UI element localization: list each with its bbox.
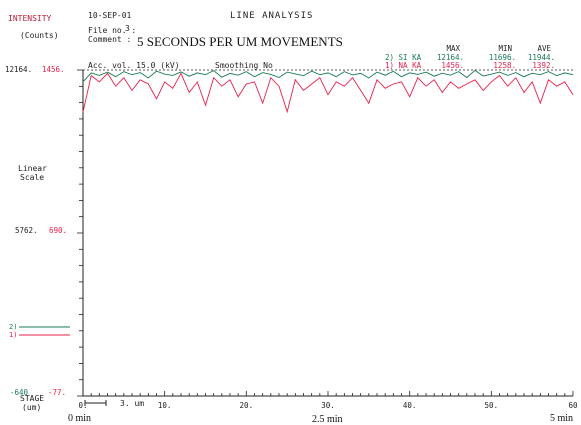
comment-text: 5 SECONDS PER UM MOVEMENTS xyxy=(137,34,343,49)
axes xyxy=(77,69,574,397)
intensity-label: INTENSITY xyxy=(8,14,52,23)
stats-header-min: MIN xyxy=(498,44,512,53)
stage-unit-label: (um) xyxy=(22,403,41,412)
stats-header-max: MAX xyxy=(446,44,460,53)
time-label-end: 5 min xyxy=(550,413,573,424)
counts-label: (Counts) xyxy=(20,31,59,40)
x-tick-label: 0. xyxy=(78,401,87,410)
y-bottom-si-label: -640 xyxy=(10,388,29,397)
scale-label-linear: Linear xyxy=(18,164,47,173)
x-tick-label: 20. xyxy=(240,401,254,410)
comment-label: Comment : xyxy=(88,35,131,44)
x-tick-labels: 0. 10. 20. 30. 40. 50. 60 xyxy=(78,401,578,410)
series-line-na-ka xyxy=(82,72,574,114)
stats-row-na-label: 1) NA KA xyxy=(385,61,422,70)
stats-row-si-ave: 11944. xyxy=(528,53,555,62)
stats-row-na-max: 1456. xyxy=(441,61,464,70)
scale-bar-label: 3. um xyxy=(120,399,144,408)
x-tick-label: 40. xyxy=(403,401,417,410)
y-mid-na-label: 690. xyxy=(49,226,67,235)
chart-title: LINE ANALYSIS xyxy=(230,11,313,21)
stats-row-na-ave: 1392. xyxy=(532,61,555,70)
time-label-start: 0 min xyxy=(68,413,91,424)
acc-vol-label: Acc. vol. 15.0 (kV) xyxy=(88,61,180,70)
x-tick-label: 10. xyxy=(158,401,172,410)
series-lines xyxy=(82,69,574,114)
series-line-si-ka xyxy=(82,69,574,83)
y-top-si-label: 12164. xyxy=(5,65,32,74)
y-top-na-label: 1456. xyxy=(42,65,65,74)
stats-header-ave: AVE xyxy=(537,44,551,53)
y-mid-si-label: 5762. xyxy=(15,226,38,235)
stats-row-si-min: 11696. xyxy=(489,53,516,62)
date-label: 10-SEP-01 xyxy=(88,11,132,20)
x-tick-label: 50. xyxy=(485,401,499,410)
file-label: File no. : xyxy=(88,26,136,35)
legend-na-marker: 1) xyxy=(9,331,17,339)
x-tick-label: 60 xyxy=(568,401,578,410)
stats-row-na-min: 1258. xyxy=(493,61,516,70)
scale-label-scale: Scale xyxy=(20,173,44,182)
time-label-mid: 2.5 min xyxy=(312,414,343,425)
file-number: 3 xyxy=(125,24,130,33)
stage-label: STAGE xyxy=(20,394,44,403)
stats-row-si-label: 2) SI KA xyxy=(385,53,422,62)
smoothing-label: Smoothing No xyxy=(215,61,273,70)
legend-si-marker: 2) xyxy=(9,323,17,331)
stats-row-si-max: 12164. xyxy=(437,53,464,62)
y-bottom-na-label: -77. xyxy=(48,388,66,397)
x-tick-label: 30. xyxy=(321,401,335,410)
